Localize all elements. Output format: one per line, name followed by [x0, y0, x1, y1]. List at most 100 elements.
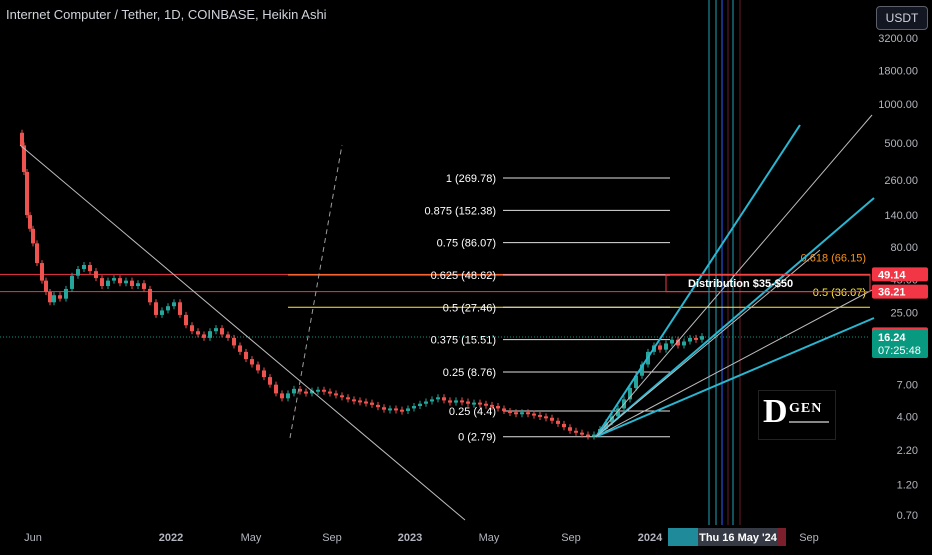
dashed-trend-line	[289, 144, 343, 439]
candle-body	[502, 408, 506, 411]
chart-title: Internet Computer / Tether, 1D, COINBASE…	[6, 7, 327, 22]
candle-body	[28, 215, 32, 229]
candle-body	[400, 409, 404, 412]
candle-body	[700, 336, 704, 340]
candle-body	[532, 413, 536, 416]
candle-body	[574, 430, 578, 433]
fib-level-label: 0.75 (86.07)	[437, 238, 496, 250]
candle-body	[196, 331, 200, 335]
candle-body	[100, 278, 104, 287]
y-tick-label: 7.00	[897, 380, 918, 392]
fib-level-label: 0.875 (152.38)	[424, 205, 496, 217]
price-label-bg	[872, 267, 928, 282]
candle-body	[496, 406, 500, 409]
candle-body	[388, 408, 392, 411]
currency-button[interactable]: USDT	[876, 6, 928, 30]
fan-line	[595, 249, 821, 438]
candle-body	[466, 401, 470, 404]
candle-body	[190, 325, 194, 332]
fib-level-label: 0.25 (8.76)	[443, 367, 496, 379]
crosshair-date-bg	[698, 528, 778, 546]
candle-body	[688, 337, 692, 342]
candle-body	[358, 400, 362, 403]
fan-line	[595, 317, 875, 438]
y-tick-label: 500.00	[884, 138, 918, 150]
x-tick-label: 2024	[638, 532, 663, 544]
candle-body	[406, 408, 410, 411]
fib-level-label: 0.5 (27.46)	[443, 302, 496, 314]
x-tick-label: Sep	[322, 532, 342, 544]
x-tick-label: May	[479, 532, 500, 544]
candle-body	[394, 408, 398, 411]
price-label: 49.14	[878, 269, 906, 281]
candle-body	[616, 408, 620, 417]
candle-body	[20, 132, 24, 146]
candle-body	[640, 364, 644, 376]
candle-body	[580, 432, 584, 435]
price-label: 16.24	[878, 332, 906, 344]
candle-body	[268, 377, 272, 385]
candle-body	[490, 404, 494, 407]
candle-body	[35, 243, 39, 264]
candle-body	[112, 278, 116, 281]
candle-body	[460, 400, 464, 403]
candle-body	[88, 264, 92, 272]
y-tick-label: 1.20	[897, 479, 918, 491]
candle-body	[448, 400, 452, 403]
candle-body	[418, 403, 422, 407]
candle-body	[304, 391, 308, 394]
candle-body	[25, 171, 29, 216]
time-range-strip	[778, 528, 786, 546]
candle-body	[202, 334, 206, 338]
candle-body	[544, 416, 548, 419]
price-label-bg	[872, 330, 928, 359]
candle-body	[316, 389, 320, 392]
candle-body	[64, 288, 68, 299]
candle-body	[154, 302, 158, 315]
y-tick-label: 1800.00	[878, 66, 918, 78]
candle-body	[382, 407, 386, 410]
candle-body	[694, 337, 698, 340]
candle-body	[166, 306, 170, 311]
candle-body	[244, 351, 248, 360]
candle-body	[70, 275, 74, 289]
y-tick-label: 0.70	[897, 510, 918, 522]
distribution-zone-box	[665, 273, 871, 293]
candle-body	[208, 331, 212, 338]
candle-body	[472, 402, 476, 405]
candle-body	[220, 328, 224, 335]
fan-line	[595, 114, 873, 438]
time-range-strip	[668, 528, 698, 546]
candle-body	[31, 228, 35, 244]
candle-body	[52, 295, 56, 303]
candle-body	[478, 402, 482, 405]
candle-body	[370, 402, 374, 405]
candle-body	[124, 280, 128, 284]
candle-body	[262, 370, 266, 378]
candle-body	[40, 263, 44, 281]
candle-body	[364, 401, 368, 404]
candle-body	[514, 412, 518, 415]
x-tick-label: Jun	[24, 532, 42, 544]
candle-body	[310, 390, 314, 394]
candle-body	[286, 393, 290, 399]
price-label-countdown: 07:25:48	[878, 345, 921, 357]
x-tick-label: Sep	[799, 532, 819, 544]
candle-body	[82, 264, 86, 270]
candle-body	[322, 389, 326, 392]
candle-body	[508, 410, 512, 413]
candle-body	[424, 401, 428, 404]
candle-body	[118, 278, 122, 284]
candle-body	[442, 397, 446, 401]
y-tick-label: 260.00	[884, 175, 918, 187]
candle-body	[232, 337, 236, 346]
candle-body	[634, 375, 638, 389]
crosshair-date-label[interactable]: Thu 16 May '24	[699, 532, 778, 544]
fib-level-label: 0 (2.79)	[458, 432, 496, 444]
candle-body	[298, 388, 302, 392]
y-tick-label: 140.00	[884, 210, 918, 222]
candle-body	[676, 339, 680, 346]
candle-body	[592, 434, 596, 437]
